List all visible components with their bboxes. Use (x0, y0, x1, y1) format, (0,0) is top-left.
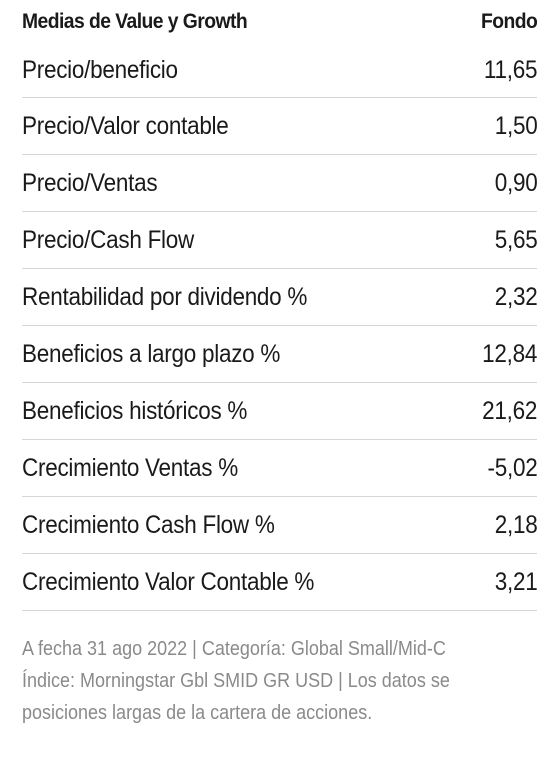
row-value: 5,65 (494, 225, 537, 254)
row-value: 2,32 (494, 282, 537, 311)
row-value: -5,02 (487, 453, 537, 482)
row-label: Crecimiento Valor Contable % (22, 567, 315, 596)
table-row: Precio/Valor contable 1,50 (22, 98, 537, 155)
row-label: Rentabilidad por dividendo % (22, 282, 308, 311)
table-row: Crecimiento Ventas % -5,02 (22, 440, 537, 497)
table-row: Crecimiento Cash Flow % 2,18 (22, 497, 537, 554)
table-header: Medias de Value y Growth Fondo (22, 0, 538, 44)
table-row: Crecimiento Valor Contable % 3,21 (22, 554, 537, 611)
row-label: Precio/beneficio (22, 56, 178, 84)
row-label: Precio/Valor contable (22, 111, 229, 140)
row-label: Beneficios históricos % (22, 396, 248, 425)
row-value: 2,18 (494, 510, 537, 539)
row-value: 0,90 (494, 168, 537, 197)
footnote-line-3: posiciones largas de la cartera de accio… (22, 702, 373, 724)
value-growth-panel: Medias de Value y Growth Fondo Precio/be… (22, 0, 545, 729)
row-label: Precio/Cash Flow (22, 225, 194, 254)
table-body: Precio/beneficio 11,65 Precio/Valor cont… (22, 44, 537, 611)
table-row: Precio/beneficio 11,65 (22, 44, 537, 98)
table-row: Precio/Ventas 0,90 (22, 155, 537, 212)
value-growth-table: Medias de Value y Growth Fondo Precio/be… (22, 0, 538, 611)
row-label: Crecimiento Ventas % (22, 453, 238, 482)
row-label: Crecimiento Cash Flow % (22, 510, 275, 539)
row-value: 1,50 (494, 111, 537, 140)
table-row: Beneficios históricos % 21,62 (22, 383, 537, 440)
row-label: Precio/Ventas (22, 168, 158, 197)
footnote-line-1: A fecha 31 ago 2022 | Categoría: Global … (22, 638, 446, 660)
header-label: Medias de Value y Growth (22, 10, 248, 33)
footnote-line-2: Índice: Morningstar Gbl SMID GR USD | Lo… (22, 670, 450, 692)
row-value: 21,62 (482, 396, 537, 425)
table-row: Precio/Cash Flow 5,65 (22, 212, 537, 269)
row-value: 11,65 (483, 56, 538, 84)
row-value: 12,84 (482, 339, 537, 368)
row-label: Beneficios a largo plazo % (22, 339, 281, 368)
table-row: Beneficios a largo plazo % 12,84 (22, 326, 537, 383)
header-fund: Fondo (480, 10, 538, 33)
footnote: A fecha 31 ago 2022 | Categoría: Global … (22, 633, 545, 729)
table-row: Rentabilidad por dividendo % 2,32 (22, 269, 537, 326)
row-value: 3,21 (494, 567, 537, 596)
